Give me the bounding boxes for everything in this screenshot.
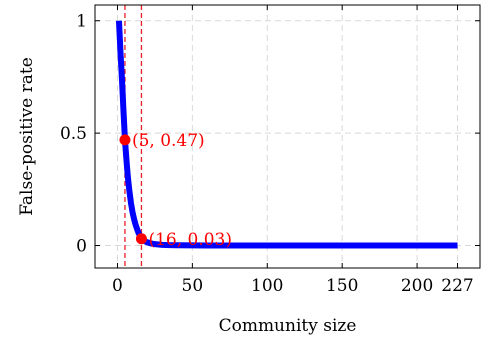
x-tick-label: 150 (326, 276, 358, 296)
annotation-label-0: (5, 0.47) (132, 131, 205, 151)
x-tick-label: 50 (182, 276, 204, 296)
y-tick-label: 0 (76, 237, 87, 257)
x-axis-ticks: 0 50 100 150 200 227 (112, 5, 474, 296)
x-tick-label: 100 (251, 276, 283, 296)
annotation-point-0 (119, 134, 131, 146)
x-tick-label: 227 (441, 276, 473, 296)
y-tick-label: 1 (76, 12, 87, 32)
annotation-label-1: (16, 0.03) (148, 230, 232, 250)
plot-frame (94, 4, 481, 269)
annotation-points: (5, 0.47) (16, 0.03) (119, 131, 232, 250)
y-tick-label: 0.5 (60, 124, 87, 144)
x-tick-label: 0 (112, 276, 123, 296)
y-axis-ticks: 00.51 (60, 12, 480, 257)
x-tick-label: 200 (401, 276, 433, 296)
y-axis-label: False-positive rate (17, 57, 37, 216)
x-axis-label: Community size (219, 316, 357, 336)
annotation-point-1 (135, 233, 147, 245)
